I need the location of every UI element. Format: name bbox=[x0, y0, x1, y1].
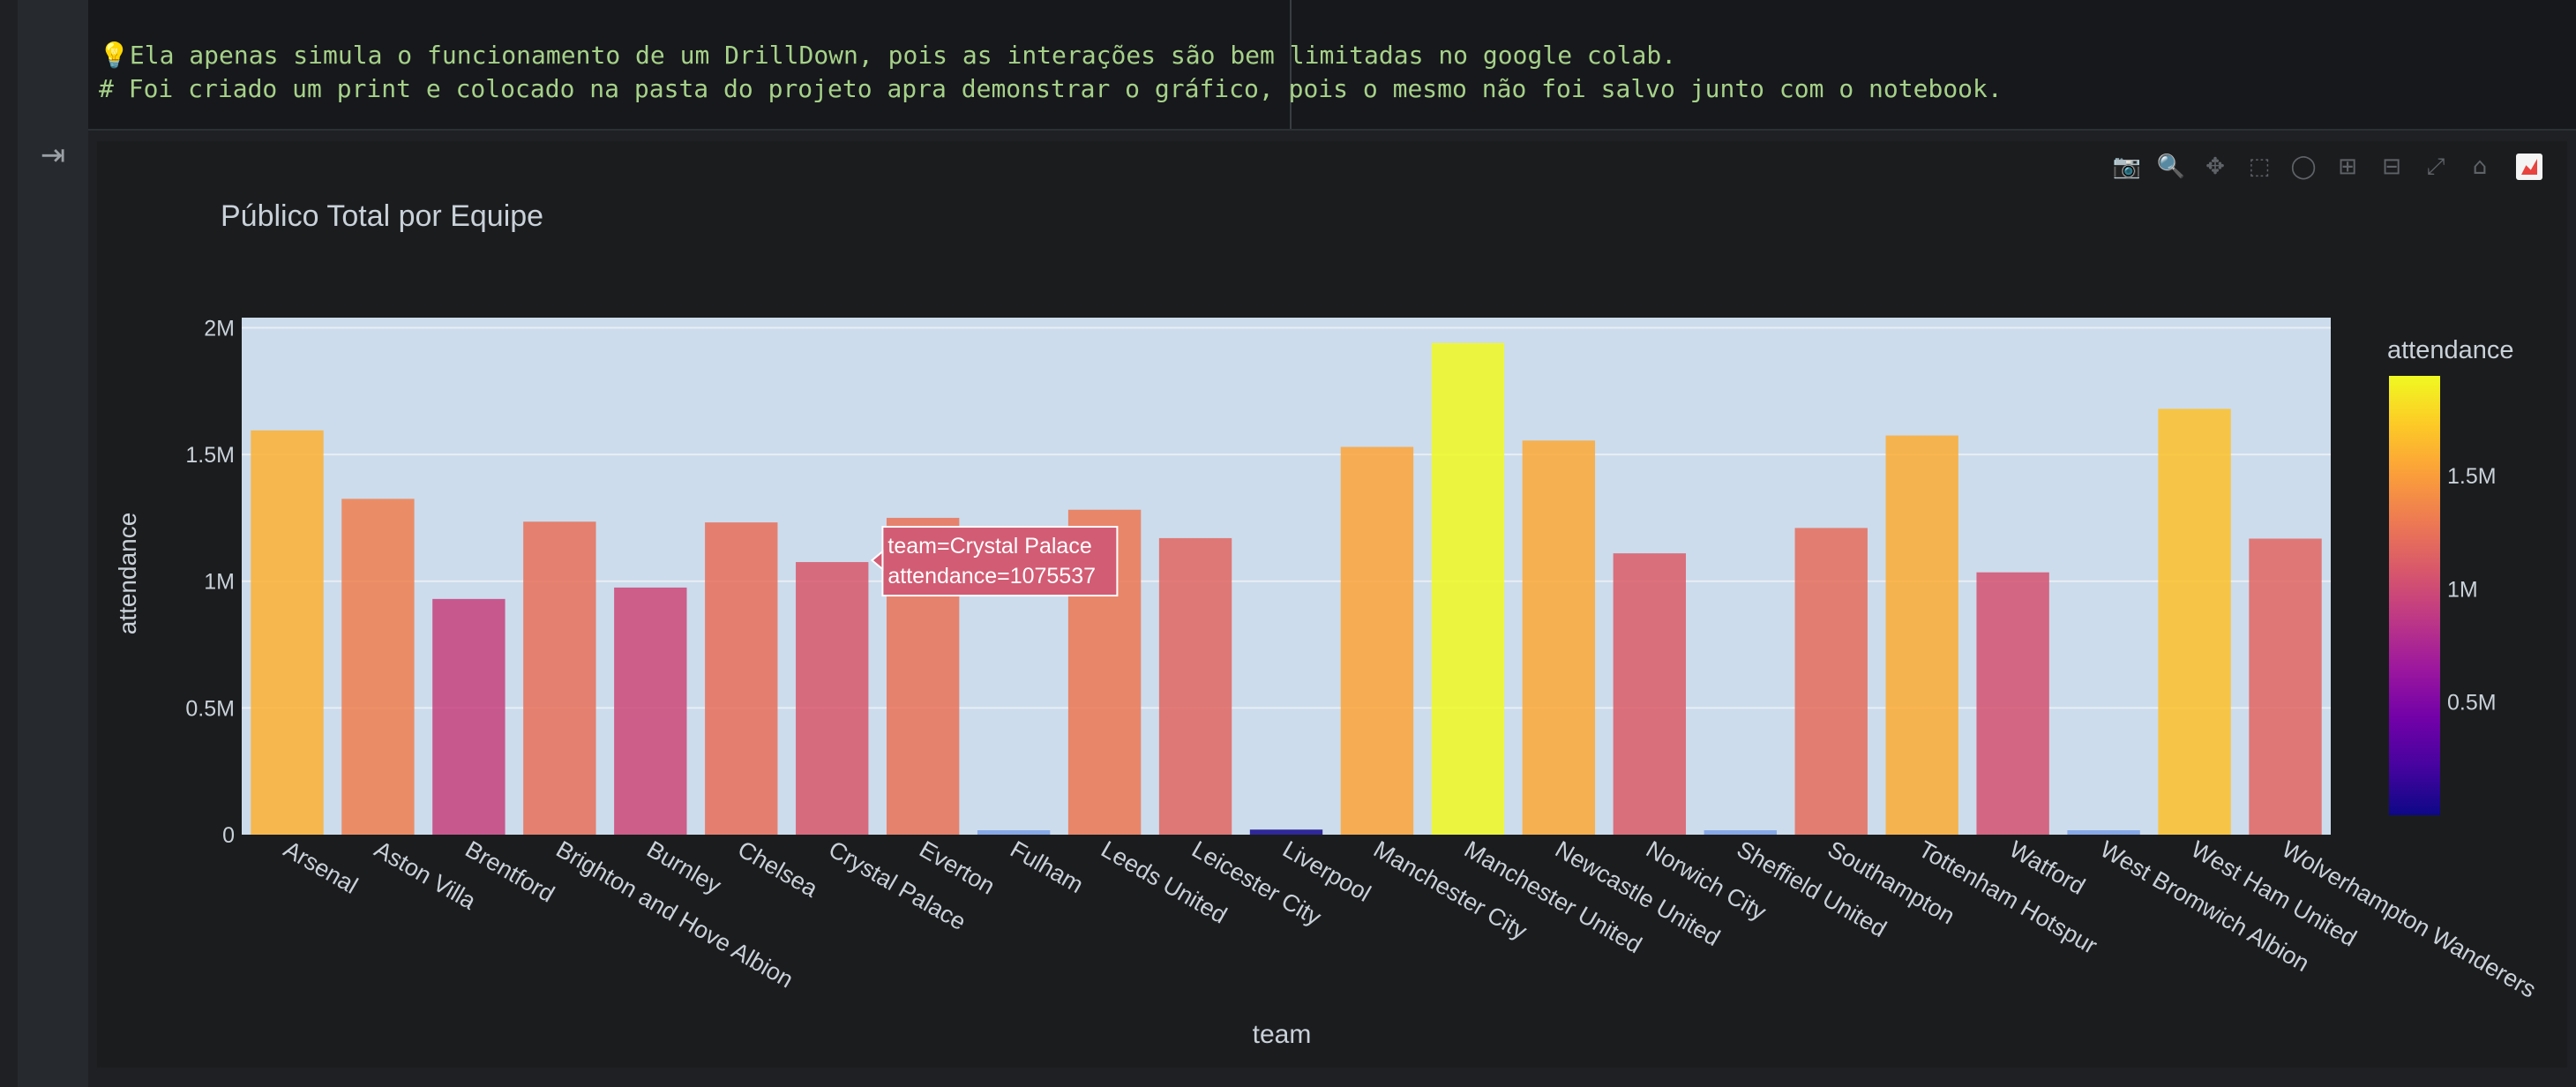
box-select-icon[interactable]: ⬚ bbox=[2248, 154, 2271, 180]
zoom-out-icon[interactable]: ⊟ bbox=[2382, 154, 2401, 180]
bar[interactable] bbox=[2158, 409, 2231, 835]
bar[interactable] bbox=[977, 830, 1051, 835]
y-tick-label: 0 bbox=[222, 823, 235, 848]
bar[interactable] bbox=[1340, 446, 1414, 836]
reset-axes-icon[interactable]: ⌂ bbox=[2472, 154, 2488, 180]
bar[interactable] bbox=[705, 522, 778, 835]
zoom-icon[interactable]: 🔍 bbox=[2156, 154, 2186, 180]
colorbar-tick-label: 1.5M bbox=[2447, 464, 2497, 489]
x-tick-label: Manchester City bbox=[1369, 836, 1531, 945]
zoom-in-icon[interactable]: ⊞ bbox=[2338, 154, 2357, 180]
x-tick-label: Sheffield United bbox=[1733, 836, 1891, 942]
bar[interactable] bbox=[1249, 829, 1323, 835]
y-tick-label: 1M bbox=[204, 570, 235, 595]
x-tick-label: Chelsea bbox=[733, 836, 823, 903]
lightbulb-icon: 💡 bbox=[99, 41, 130, 70]
tooltip-line: attendance=1075537 bbox=[887, 564, 1096, 588]
hover-tooltip bbox=[881, 526, 1119, 597]
chart-title: Público Total por Equipe bbox=[221, 199, 543, 233]
x-axis-label: team bbox=[1253, 1020, 1312, 1049]
colorbar-title: attendance bbox=[2387, 336, 2514, 364]
bar[interactable] bbox=[1885, 435, 1958, 835]
autoscale-icon[interactable]: ⤢ bbox=[2426, 154, 2445, 180]
bar[interactable] bbox=[2249, 538, 2322, 835]
bar[interactable] bbox=[251, 430, 324, 835]
y-tick-label: 1.5M bbox=[185, 443, 235, 468]
bar[interactable] bbox=[1431, 342, 1505, 836]
bar[interactable] bbox=[1704, 830, 1777, 835]
cell-output: 📷 🔍 ✥ ⬚ ◯ ⊞ ⊟ ⤢ ⌂ Público Total por Equi… bbox=[97, 141, 2567, 1068]
bar[interactable] bbox=[1158, 537, 1232, 835]
y-tick-label: 2M bbox=[204, 316, 235, 341]
camera-icon[interactable]: 📷 bbox=[2112, 154, 2142, 180]
y-axis-label: attendance bbox=[114, 513, 141, 635]
pan-icon[interactable]: ✥ bbox=[2205, 154, 2225, 180]
bar-chart: Público Total por Equipe 0 0.5M 1M 1.5M 2M A… bbox=[114, 199, 2541, 1049]
tooltip-pointer bbox=[870, 549, 884, 572]
bar[interactable] bbox=[432, 598, 505, 835]
tooltip-line: team=Crystal Palace bbox=[887, 534, 1091, 558]
bar[interactable] bbox=[614, 587, 687, 835]
plotly-logo[interactable] bbox=[2516, 154, 2542, 180]
colorbar-gradient bbox=[2389, 376, 2440, 815]
plotly-modebar: 📷 🔍 ✥ ⬚ ◯ ⊞ ⊟ ⤢ ⌂ bbox=[2112, 152, 2542, 182]
code-line-2: # Foi criado um print e colocado na past… bbox=[99, 74, 2003, 103]
colorbar-tick-label: 0.5M bbox=[2447, 691, 2497, 716]
bar[interactable] bbox=[1794, 528, 1868, 835]
bar[interactable] bbox=[1976, 572, 2049, 835]
code-cell[interactable]: · · 💡Ela apenas simula o funcionamento d… bbox=[88, 0, 2576, 131]
y-tick-label: 0.5M bbox=[185, 696, 235, 721]
bar[interactable] bbox=[1522, 440, 1596, 835]
x-tick-label: Arsenal bbox=[279, 836, 362, 899]
cell-gutter bbox=[18, 0, 88, 1087]
colorbar-tick-label: 1M bbox=[2447, 577, 2478, 602]
lasso-icon[interactable]: ◯ bbox=[2290, 154, 2317, 180]
bar[interactable] bbox=[1613, 553, 1687, 835]
x-tick-label: Fulham bbox=[1006, 836, 1088, 898]
bar[interactable] bbox=[523, 521, 596, 835]
output-toggle-icon[interactable]: ⇥ bbox=[40, 138, 66, 173]
bar[interactable] bbox=[2067, 830, 2140, 835]
bar[interactable] bbox=[796, 562, 869, 835]
ruler-line bbox=[1290, 0, 1292, 129]
code-line-partial: · · bbox=[99, 0, 203, 10]
code-line-1: 💡Ela apenas simula o funcionamento de um… bbox=[99, 41, 1677, 70]
x-tick-label: Aston Villa bbox=[370, 836, 481, 915]
bar[interactable] bbox=[341, 499, 415, 835]
